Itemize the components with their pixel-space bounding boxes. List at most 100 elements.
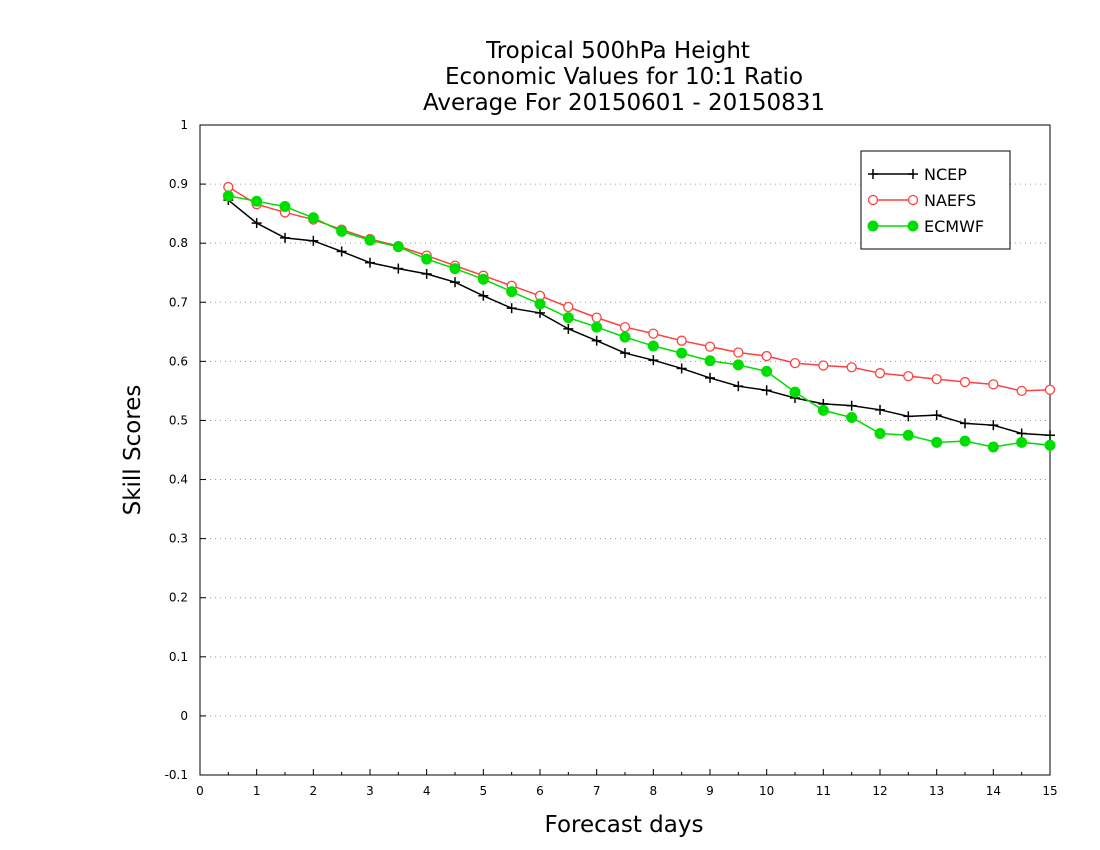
y-tick-label: 0.5 bbox=[169, 413, 188, 427]
point-ecmwf bbox=[1044, 439, 1056, 451]
point-naefs bbox=[988, 379, 999, 390]
point-ecmwf bbox=[676, 347, 688, 359]
point-ecmwf bbox=[279, 201, 291, 213]
point-naefs bbox=[903, 370, 914, 382]
point-ecmwf bbox=[959, 435, 971, 447]
point-naefs bbox=[959, 376, 971, 388]
point-naefs bbox=[931, 373, 942, 385]
point-ecmwf bbox=[251, 195, 263, 207]
legend-label-ncep: NCEP bbox=[924, 165, 967, 184]
point-ecmwf bbox=[506, 286, 518, 298]
series-ecmwf bbox=[222, 190, 1056, 453]
point-ecmwf bbox=[647, 340, 659, 352]
point-naefs bbox=[648, 328, 659, 339]
point-ncep bbox=[705, 372, 715, 383]
point-ecmwf bbox=[732, 359, 744, 371]
point-ecmwf bbox=[421, 253, 433, 265]
y-tick-label: 0.1 bbox=[169, 650, 188, 664]
x-tick-label: 13 bbox=[929, 784, 944, 798]
y-axis-label: Skill Scores bbox=[120, 385, 146, 516]
point-ncep bbox=[1016, 428, 1027, 439]
x-tick-label: 1 bbox=[253, 784, 261, 798]
y-tick-label: 0 bbox=[180, 709, 188, 723]
legend-item-naefs: NAEFS bbox=[867, 191, 976, 210]
point-ecmwf bbox=[846, 412, 858, 423]
legend-marker-ecmwf bbox=[867, 220, 879, 232]
y-tick-label: 0.2 bbox=[169, 591, 188, 605]
point-ncep bbox=[393, 263, 404, 274]
point-ecmwf bbox=[874, 427, 886, 439]
point-ncep bbox=[960, 418, 970, 429]
legend-marker-ecmwf bbox=[907, 220, 919, 232]
point-ncep bbox=[676, 363, 687, 374]
point-naefs bbox=[563, 301, 574, 313]
y-tick-label: 0.8 bbox=[169, 236, 188, 250]
point-ncep bbox=[875, 404, 885, 415]
x-tick-label: 6 bbox=[536, 784, 544, 798]
point-ncep bbox=[931, 410, 942, 421]
point-naefs bbox=[1016, 385, 1027, 397]
point-ncep bbox=[620, 348, 630, 359]
point-ncep bbox=[251, 218, 262, 229]
series-ncep bbox=[223, 195, 1055, 441]
point-ncep bbox=[648, 355, 659, 366]
x-axis: 0 1 2 3 4 5 6 7 8 9 10 11 12 13 14 15 bbox=[196, 769, 1058, 798]
point-ecmwf bbox=[1016, 436, 1028, 448]
point-naefs bbox=[761, 350, 772, 362]
x-tick-label: 9 bbox=[706, 784, 714, 798]
legend-label-ecmwf: ECMWF bbox=[924, 217, 984, 236]
point-naefs bbox=[846, 362, 857, 373]
point-naefs bbox=[223, 181, 234, 193]
x-tick-label: 5 bbox=[480, 784, 488, 798]
point-ncep bbox=[903, 411, 914, 422]
point-ncep bbox=[280, 232, 290, 243]
title-line-1: Tropical 500hPa Height bbox=[485, 38, 750, 64]
y-axis: -0.1 0 0.1 0.2 0.3 0.4 0.5 0.6 0.7 0.8 0.9 1 bbox=[165, 118, 206, 782]
series-layer bbox=[222, 181, 1056, 453]
x-tick-label: 14 bbox=[986, 784, 1001, 798]
title-line-2: Economic Values for 10:1 Ratio bbox=[445, 64, 803, 90]
point-ecmwf bbox=[364, 234, 376, 246]
point-ecmwf bbox=[591, 321, 603, 333]
point-ncep bbox=[988, 420, 999, 431]
y-tick-label: 1 bbox=[180, 118, 188, 132]
y-tick-label: 0.4 bbox=[169, 473, 188, 487]
point-ecmwf bbox=[987, 441, 999, 453]
x-tick-label: 0 bbox=[196, 784, 204, 798]
point-ecmwf bbox=[449, 263, 461, 275]
legend-marker-naefs bbox=[867, 194, 879, 206]
x-tick-label: 11 bbox=[816, 784, 831, 798]
x-tick-label: 8 bbox=[650, 784, 658, 798]
point-naefs bbox=[591, 312, 602, 323]
point-naefs bbox=[874, 368, 886, 379]
x-tick-label: 12 bbox=[872, 784, 887, 798]
point-ecmwf bbox=[817, 404, 829, 416]
point-ecmwf bbox=[931, 436, 943, 448]
point-ecmwf bbox=[392, 241, 404, 253]
point-ecmwf bbox=[336, 225, 348, 237]
point-ncep bbox=[591, 335, 602, 346]
point-ncep bbox=[761, 385, 772, 396]
point-ncep bbox=[308, 235, 319, 246]
point-ecmwf bbox=[477, 273, 489, 285]
point-ecmwf bbox=[534, 298, 546, 310]
point-ncep bbox=[535, 307, 545, 318]
point-ecmwf bbox=[619, 331, 631, 343]
point-ncep bbox=[733, 381, 744, 392]
x-tick-label: 4 bbox=[423, 784, 431, 798]
y-tick-label: 0.6 bbox=[169, 354, 188, 368]
point-naefs bbox=[818, 360, 829, 371]
y-tick-label: 0.3 bbox=[169, 532, 188, 546]
y-tick-label: 0.7 bbox=[169, 295, 188, 309]
point-ncep bbox=[1045, 430, 1055, 441]
point-naefs bbox=[789, 357, 801, 369]
legend-item-ncep: NCEP bbox=[868, 165, 967, 184]
point-naefs bbox=[733, 347, 744, 358]
point-ecmwf bbox=[562, 312, 574, 324]
point-ncep bbox=[421, 268, 432, 279]
y-tick-label: 0.9 bbox=[169, 177, 188, 191]
chart-title: Tropical 500hPa Height Economic Values f… bbox=[423, 38, 825, 116]
point-naefs bbox=[676, 335, 687, 346]
point-ncep bbox=[450, 277, 460, 288]
